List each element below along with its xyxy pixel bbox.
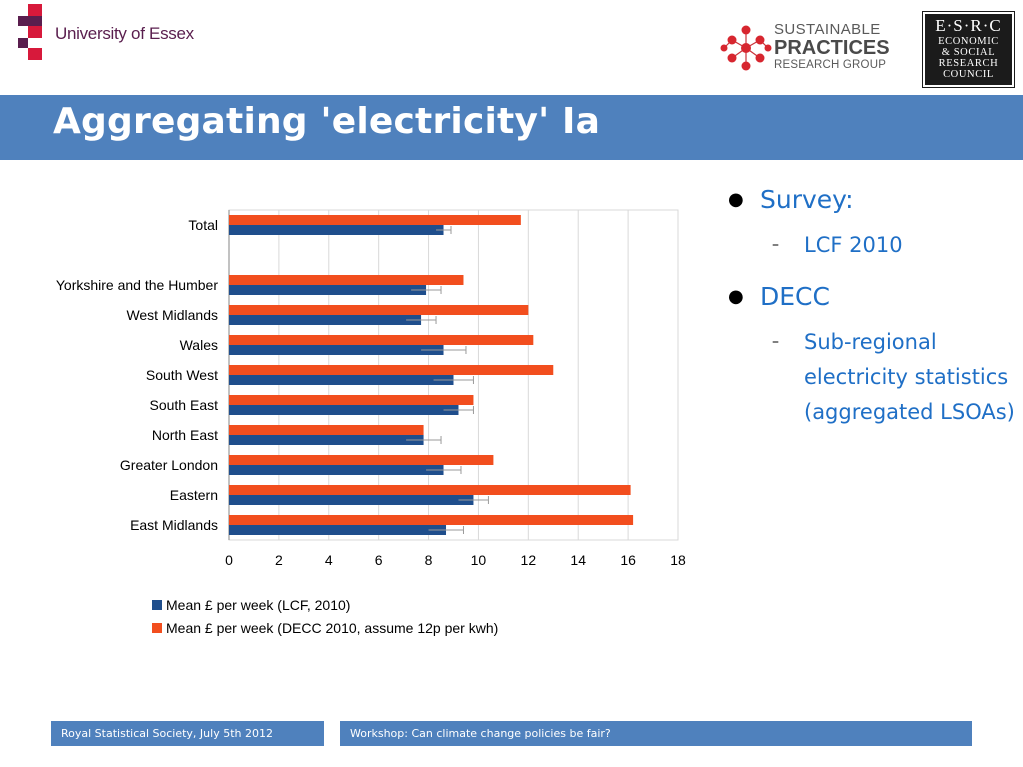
bullet-survey: ● Survey: bbox=[728, 180, 1018, 220]
bar-chart: 0 2 4 6 8 10 12 14 16 18 Total Yorkshire and the Hu… bbox=[0, 195, 700, 655]
bar-lcf bbox=[229, 495, 474, 505]
sustainable-practices-logo: SUSTAINABLE PRACTICES RESEARCH GROUP bbox=[720, 20, 910, 80]
x-tick-label: 12 bbox=[521, 552, 537, 568]
bar-decc bbox=[229, 515, 634, 525]
bar-decc bbox=[229, 365, 554, 375]
x-tick-label: 0 bbox=[225, 552, 233, 568]
x-tick-label: 8 bbox=[425, 552, 433, 568]
bar-lcf bbox=[229, 315, 422, 325]
dash-icon: – bbox=[772, 334, 779, 350]
y-category-label: Wales bbox=[180, 337, 218, 353]
y-category-label: South East bbox=[150, 397, 219, 413]
footer-left-text: Royal Statistical Society, July 5th 2012 bbox=[61, 727, 273, 740]
y-category-label: South West bbox=[146, 367, 218, 383]
spr-logo-text: SUSTAINABLE PRACTICES RESEARCH GROUP bbox=[774, 21, 890, 71]
x-tick-label: 6 bbox=[375, 552, 383, 568]
bar-decc bbox=[229, 305, 529, 315]
legend-swatch bbox=[152, 623, 162, 633]
y-category-label: Total bbox=[188, 217, 218, 233]
chart-svg: 0 2 4 6 8 10 12 14 16 18 Total Yorkshire and the Hu… bbox=[56, 209, 686, 636]
x-tick-label: 4 bbox=[325, 552, 333, 568]
network-dots-icon bbox=[720, 25, 772, 71]
bullet-dot-icon: ● bbox=[728, 189, 744, 210]
sub-bullet-lcf: – LCF 2010 bbox=[728, 228, 1018, 263]
bar-decc bbox=[229, 425, 424, 435]
y-category-label: West Midlands bbox=[126, 307, 218, 323]
bar-decc bbox=[229, 335, 534, 345]
legend-label: Mean £ per week (DECC 2010, assume 12p p… bbox=[166, 620, 498, 636]
bar-decc bbox=[229, 215, 521, 225]
bar-lcf bbox=[229, 525, 447, 535]
x-tick-label: 14 bbox=[570, 552, 586, 568]
bar-decc bbox=[229, 485, 631, 495]
essex-emblem-icon bbox=[18, 4, 42, 60]
bar-lcf bbox=[229, 435, 424, 445]
bar-lcf bbox=[229, 465, 444, 475]
legend-swatch bbox=[152, 600, 162, 610]
bar-lcf bbox=[229, 405, 459, 415]
title-bar: Aggregating 'electricity' Ia bbox=[0, 95, 1023, 160]
x-tick-label: 16 bbox=[620, 552, 636, 568]
bar-lcf bbox=[229, 345, 444, 355]
bar-lcf bbox=[229, 375, 454, 385]
footer-left: Royal Statistical Society, July 5th 2012 bbox=[51, 721, 324, 746]
bullet-decc: ● DECC bbox=[728, 277, 1018, 317]
bar-lcf bbox=[229, 225, 444, 235]
legend-label: Mean £ per week (LCF, 2010) bbox=[166, 597, 350, 613]
bar-decc bbox=[229, 275, 464, 285]
y-category-label: North East bbox=[152, 427, 218, 443]
footer-right-text: Workshop: Can climate change policies be… bbox=[350, 727, 611, 740]
y-category-label: Eastern bbox=[170, 487, 218, 503]
essex-logo-text: University of Essex bbox=[55, 24, 194, 43]
y-category-label: East Midlands bbox=[130, 517, 218, 533]
dash-icon: – bbox=[772, 237, 779, 253]
x-tick-label: 18 bbox=[670, 552, 686, 568]
y-category-label: Greater London bbox=[120, 457, 218, 473]
bullet-dot-icon: ● bbox=[728, 286, 744, 307]
bar-lcf bbox=[229, 285, 427, 295]
x-tick-label: 2 bbox=[275, 552, 283, 568]
esrc-logo: E·S·R·C ECONOMIC & SOCIAL RESEARCH COUNC… bbox=[922, 11, 1015, 88]
x-tick-label: 10 bbox=[471, 552, 487, 568]
bar-decc bbox=[229, 395, 474, 405]
slide-title: Aggregating 'electricity' Ia bbox=[53, 101, 601, 142]
bar-decc bbox=[229, 455, 494, 465]
footer-right: Workshop: Can climate change policies be… bbox=[340, 721, 972, 746]
bullet-list: ● Survey: – LCF 2010 ● DECC – Sub-region… bbox=[728, 180, 1018, 444]
y-category-label: Yorkshire and the Humber bbox=[56, 277, 218, 293]
university-of-essex-logo: University of Essex bbox=[0, 0, 220, 75]
sub-bullet-subregional: – Sub-regional electricity statistics (a… bbox=[728, 325, 1018, 430]
